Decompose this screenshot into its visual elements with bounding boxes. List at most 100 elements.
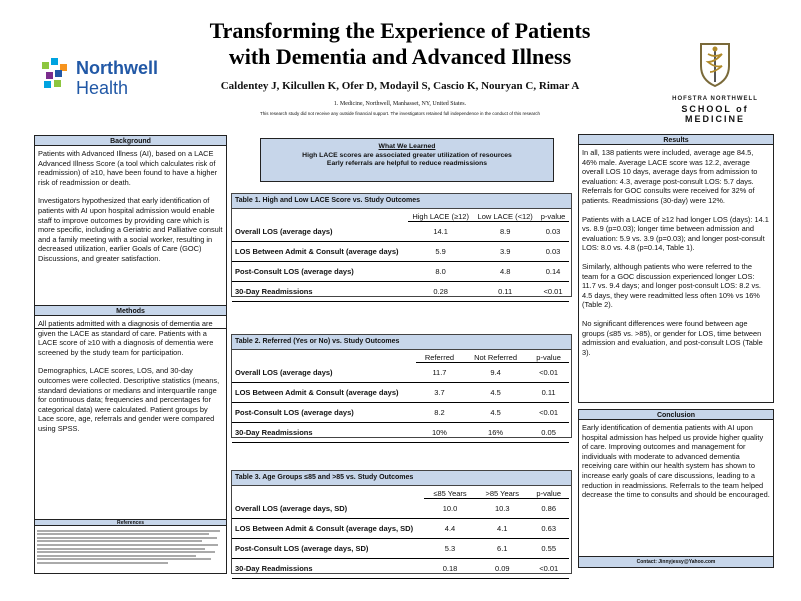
cell-value: <0.01: [528, 402, 569, 423]
table-row: Post-Consult LOS (average days, SD) 5.3 …: [232, 538, 569, 559]
hofstra-logo: HOFSTRA NORTHWELL SCHOOL of MEDICINE: [655, 40, 775, 124]
table-row: Overall LOS (average days, SD) 10.0 10.3…: [232, 498, 569, 519]
table-row: LOS Between Admit & Consult (average day…: [232, 382, 569, 403]
results-paragraph-1: In all, 138 patients were included, aver…: [582, 148, 758, 205]
cell-value: 0.18: [424, 558, 477, 579]
authors: Caldentey J, Kilcullen K, Ofer D, Modayi…: [220, 80, 580, 92]
cell-value: 9.4: [462, 362, 529, 383]
cell-value: 0.11: [528, 382, 569, 403]
northwell-mark-icon: [42, 58, 67, 88]
table-1-title: Table 1. High and Low LACE Score vs. Stu…: [232, 194, 571, 209]
results-paragraph-4: No significant differences were found be…: [582, 318, 763, 357]
table-row: Overall LOS (average days) 14.1 8.9 0.03: [232, 221, 569, 242]
background-paragraph-1: Patients with Advanced Illness (AI), bas…: [38, 149, 218, 187]
cell-value: 0.11: [473, 281, 538, 302]
health-word: Health: [76, 78, 129, 98]
cell-value: 0.14: [537, 261, 569, 282]
cell-value: 10.0: [424, 498, 477, 519]
cell-value: 8.2: [416, 402, 463, 423]
column-header: p-value: [537, 212, 569, 222]
funding-statement: This research study did not receive any …: [259, 111, 541, 116]
cell-value: 0.63: [528, 518, 569, 539]
cell-value: 4.5: [462, 382, 529, 403]
table-3: Table 3. Age Groups ≤85 and >85 vs. Stud…: [231, 470, 572, 579]
row-label: 30-Day Readmissions: [232, 281, 408, 302]
northwell-word: Northwell: [76, 58, 159, 78]
row-label: 30-Day Readmissions: [232, 558, 424, 579]
cell-value: 0.55: [528, 538, 569, 559]
reference-line: [37, 533, 210, 536]
northwell-logo: Northwell Health: [40, 52, 170, 122]
cell-value: 10.3: [476, 498, 529, 519]
poster-title: Transforming the Experience of Patients …: [140, 18, 660, 70]
column-header: >85 Years: [476, 489, 529, 499]
cell-value: 5.3: [424, 538, 477, 559]
cell-value: 0.03: [537, 221, 569, 242]
table-2-grid: Referred Not Referred p-value Overall LO…: [232, 353, 569, 443]
cell-value: <0.01: [528, 558, 569, 579]
reference-line: [37, 554, 196, 557]
row-label: Overall LOS (average days): [232, 221, 408, 242]
column-header: ≤85 Years: [424, 489, 477, 499]
cell-value: <0.01: [537, 281, 569, 302]
column-header: Referred: [416, 353, 463, 363]
methods-paragraph-1: All patients admitted with a diagnosis o…: [38, 319, 214, 357]
reference-line: [37, 558, 211, 561]
cell-value: 0.05: [528, 422, 569, 443]
conclusion-heading: Conclusion: [578, 409, 774, 420]
row-label: Post-Consult LOS (average days): [232, 402, 416, 423]
table-1: Table 1. High and Low LACE Score vs. Stu…: [231, 193, 572, 302]
reference-line: [37, 540, 202, 543]
table-row: 30-Day Readmissions 0.18 0.09 <0.01: [232, 558, 569, 579]
reference-line: [37, 551, 215, 554]
column-header: Low LACE (<12): [473, 212, 538, 222]
affiliation: 1. Medicine, Northwell, Manhasset, NY, U…: [333, 101, 467, 107]
row-label: 30-Day Readmissions: [232, 422, 416, 443]
cell-value: 4.4: [424, 518, 477, 539]
learned-heading: What We Learned: [378, 143, 436, 150]
results-paragraph-3: Similarly, although patients who were re…: [582, 261, 761, 310]
methods-paragraph-2: Demographics, LACE scores, LOS, and 30-d…: [38, 366, 220, 433]
cell-value: 4.5: [462, 402, 529, 423]
row-label: LOS Between Admit & Consult (average day…: [232, 382, 416, 403]
results-paragraph-2: Patients with a LACE of ≥12 had longer L…: [582, 214, 769, 253]
cell-value: 3.9: [473, 241, 538, 262]
cell-value: 0.28: [408, 281, 474, 302]
hofstra-line-1: HOFSTRA NORTHWELL: [672, 96, 758, 102]
cell-value: 4.1: [476, 518, 529, 539]
column-header: p-value: [528, 489, 569, 499]
table-row: LOS Between Admit & Consult (average day…: [232, 241, 569, 262]
cell-value: 11.7: [416, 362, 463, 383]
reference-line: [37, 543, 219, 546]
background-body: Patients with Advanced Illness (AI), bas…: [34, 146, 227, 329]
column-header: High LACE (≥12): [408, 212, 474, 222]
reference-line: [37, 547, 206, 550]
cell-value: 4.8: [473, 261, 538, 282]
caduceus-shield-icon: [700, 43, 730, 88]
row-label: Post-Consult LOS (average days, SD): [232, 538, 424, 559]
results-section: Results In all, 138 patients were includ…: [578, 134, 774, 403]
cell-value: 5.9: [408, 241, 474, 262]
cell-value: 3.7: [416, 382, 463, 403]
cell-value: 8.9: [473, 221, 538, 242]
results-heading: Results: [578, 134, 774, 145]
background-heading: Background: [34, 135, 227, 146]
references-body: [34, 526, 227, 574]
cell-value: 8.0: [408, 261, 474, 282]
row-label: LOS Between Admit & Consult (average day…: [232, 241, 408, 262]
cell-value: 6.1: [476, 538, 529, 559]
background-paragraph-2: Investigators hypothesized that early id…: [38, 196, 223, 263]
table-header-row: High LACE (≥12) Low LACE (<12) p-value: [232, 212, 569, 222]
what-we-learned-box: What We Learned High LACE scores are ass…: [260, 138, 554, 182]
row-label: LOS Between Admit & Consult (average day…: [232, 518, 424, 539]
table-row: Overall LOS (average days) 11.7 9.4 <0.0…: [232, 362, 569, 383]
table-3-title: Table 3. Age Groups ≤85 and >85 vs. Stud…: [232, 471, 571, 486]
hofstra-line-2: SCHOOL of MEDICINE: [681, 104, 749, 124]
table-1-grid: High LACE (≥12) Low LACE (<12) p-value O…: [232, 212, 569, 302]
row-label: Post-Consult LOS (average days): [232, 261, 408, 282]
learned-line-1: High LACE scores are associated greater …: [302, 151, 512, 159]
cell-value: 0.03: [537, 241, 569, 262]
cell-value: 0.09: [476, 558, 529, 579]
table-2: Table 2. Referred (Yes or No) vs. Study …: [231, 334, 572, 443]
northwell-wordmark: Northwell Health: [76, 58, 158, 98]
